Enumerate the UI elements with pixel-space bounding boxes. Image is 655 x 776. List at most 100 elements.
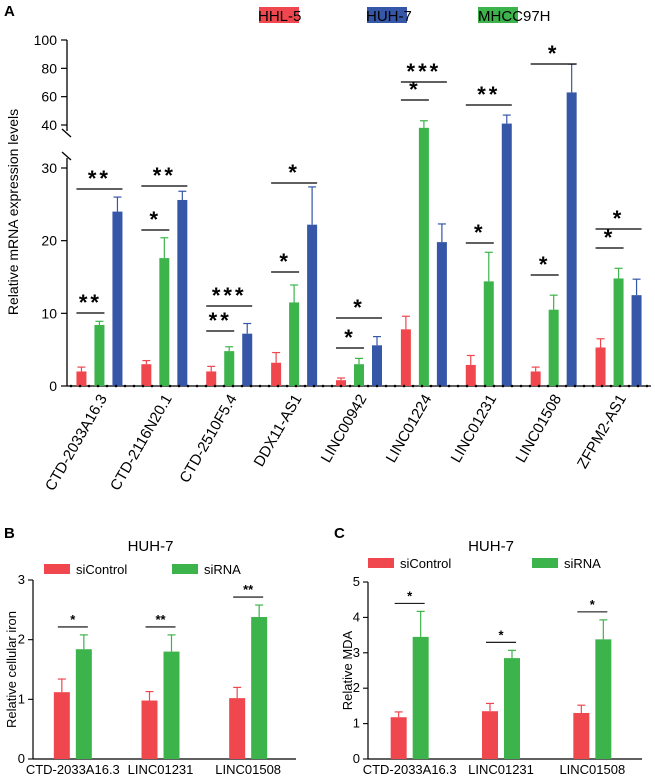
baseline-dot: [546, 384, 550, 388]
baseline-dot: [393, 384, 397, 388]
baseline-dot: [447, 384, 451, 388]
baseline-dot: [492, 384, 496, 388]
significance-label: **: [88, 166, 111, 191]
bar-sirna: [75, 649, 92, 759]
legend-swatch-sicontrol: [44, 564, 70, 574]
baseline-dot: [510, 384, 514, 388]
y-tick-label: 2: [18, 632, 25, 647]
baseline-dot: [645, 384, 649, 388]
bar-sicontrol: [229, 698, 246, 759]
legend-label: siRNA: [204, 562, 241, 577]
legend-swatch-mhcc97h: [478, 7, 518, 23]
bar-huh-7: [566, 92, 577, 387]
baseline-dot: [285, 384, 289, 388]
y-axis-label: Relative cellular iron: [4, 611, 19, 728]
axis-break-mark: [61, 128, 72, 138]
x-tick-label: LINC00942: [318, 392, 371, 466]
bar-mhcc97h: [418, 127, 429, 386]
bar-huh-7: [307, 224, 318, 386]
baseline-dot: [474, 384, 478, 388]
baseline-dot: [132, 384, 136, 388]
baseline-dot: [609, 384, 613, 388]
significance-label: *: [474, 220, 486, 245]
bar-sicontrol: [390, 717, 407, 759]
y-tick-label: 2: [353, 680, 360, 695]
y-tick-label: 1: [18, 691, 25, 706]
baseline-dot: [501, 384, 505, 388]
significance-label: *: [409, 77, 421, 102]
baseline-dot: [591, 384, 595, 388]
significance-label: *: [498, 627, 504, 642]
baseline-dot: [573, 384, 577, 388]
y-axis-label: Relative mRNA expression levels: [5, 109, 21, 315]
y-tick-label: 100: [34, 32, 58, 48]
x-tick-label: LINC01508: [215, 762, 281, 776]
bar-hhl-5: [76, 371, 87, 386]
baseline-dot: [114, 384, 118, 388]
significance-label: **: [153, 163, 176, 188]
baseline-dot: [231, 384, 235, 388]
legend-label: MHCC97H: [478, 8, 551, 25]
y-tick-label: 1: [353, 716, 360, 731]
significance-label: *: [279, 249, 291, 274]
x-tick-label: LINC01231: [448, 392, 501, 466]
baseline-dot: [294, 384, 298, 388]
significance-label: *: [613, 206, 625, 231]
bar-hhl-5: [465, 364, 476, 386]
baseline-dot: [159, 384, 163, 388]
bar-huh-7: [177, 199, 188, 386]
baseline-dot: [483, 384, 487, 388]
significance-label: **: [243, 582, 254, 597]
baseline-dot: [528, 384, 532, 388]
baseline-dot: [411, 384, 415, 388]
significance-label: *: [150, 207, 162, 232]
y-tick-label: 20: [41, 233, 57, 249]
baseline-dot: [87, 384, 91, 388]
bar-mhcc97h: [613, 278, 624, 386]
baseline-dot: [384, 384, 388, 388]
significance-label: ***: [407, 59, 442, 84]
bar-sicontrol: [53, 692, 70, 759]
baseline-dot: [519, 384, 523, 388]
significance-label: *: [288, 160, 300, 185]
bar-sirna: [163, 651, 180, 759]
baseline-dot: [213, 384, 217, 388]
axis-break-mark: [61, 151, 72, 161]
x-tick-label: CTD-2510F5.4: [176, 392, 240, 486]
bar-sicontrol: [141, 700, 158, 759]
bar-huh-7: [112, 211, 123, 386]
baseline-dot: [375, 384, 379, 388]
baseline-dot: [267, 384, 271, 388]
significance-label: *: [548, 41, 560, 66]
x-tick-label: CTD-2033A16.3: [26, 762, 120, 776]
significance-label: **: [79, 290, 102, 315]
y-tick-label: 0: [18, 751, 25, 766]
x-tick-label: LINC01508: [559, 762, 625, 776]
bar-hhl-5: [400, 329, 411, 386]
y-tick-label: 80: [41, 60, 57, 76]
baseline-dot: [366, 384, 370, 388]
x-tick-label: ZFPM2-AS1: [574, 392, 630, 472]
baseline-dot: [258, 384, 262, 388]
significance-label: **: [209, 308, 232, 333]
baseline-dot: [312, 384, 316, 388]
baseline-dot: [222, 384, 226, 388]
bar-huh-7: [436, 242, 447, 386]
baseline-dot: [96, 384, 100, 388]
legend-swatch-hhl-5: [259, 7, 299, 23]
baseline-dot: [564, 384, 568, 388]
bar-hhl-5: [271, 362, 282, 386]
y-tick-label: 10: [41, 305, 57, 321]
bar-hhl-5: [141, 364, 152, 386]
significance-label: *: [590, 597, 596, 612]
legend-swatch-huh-7: [367, 7, 407, 23]
legend-swatch-sirna: [532, 558, 558, 568]
bar-huh-7: [372, 345, 382, 386]
baseline-dot: [402, 384, 406, 388]
baseline-dot: [105, 384, 109, 388]
baseline-dot: [357, 384, 361, 388]
baseline-dot: [627, 384, 631, 388]
baseline-dot: [582, 384, 586, 388]
baseline-dot: [276, 384, 280, 388]
